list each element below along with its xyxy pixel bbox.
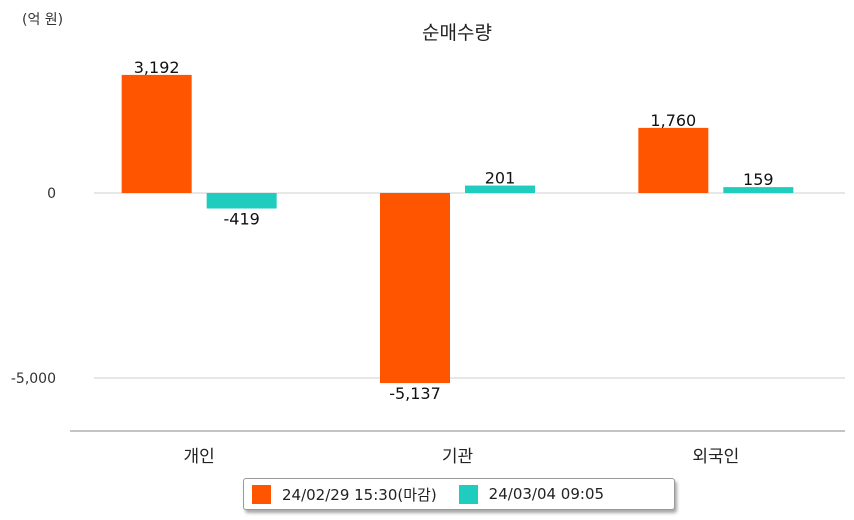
bar-1[interactable]	[638, 127, 709, 193]
data-label: 159	[743, 170, 774, 189]
bar-2[interactable]	[465, 185, 535, 193]
legend-swatch-series-1	[252, 484, 271, 504]
legend: 24/02/29 15:30(마감) 24/03/04 09:05	[243, 478, 675, 510]
bar-1[interactable]	[380, 193, 450, 384]
legend-label-series-2: 24/03/04 09:05	[488, 485, 605, 503]
legend-item-series-1[interactable]: 24/02/29 15:30(마감)	[252, 484, 437, 505]
bar-1[interactable]	[121, 74, 192, 193]
y-tick-label: -5,000	[11, 371, 56, 387]
unit-label: (억 원)	[22, 12, 64, 28]
data-label: 201	[485, 169, 516, 188]
data-label: 1,760	[650, 111, 696, 130]
x-tick-label: 외국인	[692, 447, 739, 467]
x-tick-label: 개인	[184, 447, 215, 467]
data-label: -5,137	[389, 384, 441, 403]
legend-item-series-2[interactable]: 24/03/04 09:05	[458, 484, 605, 504]
x-tick-label: 기관	[442, 447, 473, 467]
data-label: -419	[224, 210, 260, 229]
legend-swatch-series-2	[458, 484, 478, 504]
chart-title: 순매수량	[422, 22, 492, 44]
legend-label-series-1: 24/02/29 15:30(마감)	[282, 485, 437, 504]
data-label: 3,192	[134, 58, 180, 77]
y-tick-label: 0	[47, 186, 56, 202]
bar-2[interactable]	[723, 187, 794, 193]
bar-2[interactable]	[206, 193, 277, 209]
